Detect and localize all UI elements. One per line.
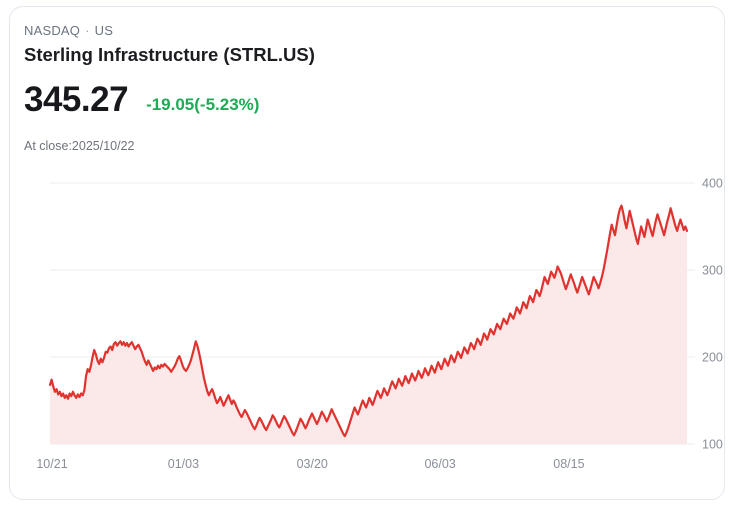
y-axis-tick-label: 300: [702, 264, 723, 278]
market-status: At close:2025/10/22: [24, 139, 135, 153]
chart-y-axis-labels: 400 300 200 100: [702, 177, 723, 452]
exchange-line: NASDAQ · US: [24, 23, 315, 39]
x-axis-tick-label: 03/20: [297, 457, 328, 471]
y-axis-tick-label: 200: [702, 351, 723, 365]
page-title: Sterling Infrastructure (STRL.US): [24, 44, 315, 65]
quote-header: NASDAQ · US Sterling Infrastructure (STRL.…: [24, 23, 315, 66]
price-area-fill: [50, 205, 687, 444]
x-axis-tick-label: 06/03: [424, 457, 455, 471]
x-axis-tick-label: 08/15: [553, 457, 584, 471]
price-row: 345.27 -19.05(-5.23%): [24, 81, 259, 119]
y-axis-tick-label: 400: [702, 177, 723, 191]
chart-x-axis-labels: 10/21 01/03 03/20 06/03 08/15: [36, 457, 584, 471]
price-line: [48, 204, 689, 438]
stock-quote-card: NASDAQ · US Sterling Infrastructure (STRL.…: [9, 6, 725, 500]
x-axis-tick-label: 01/03: [168, 457, 199, 471]
y-axis-tick-label: 100: [702, 438, 723, 452]
x-axis-tick-label: 10/21: [36, 457, 67, 471]
exchange-name: NASDAQ: [24, 23, 81, 38]
exchange-region: US: [94, 23, 114, 38]
price-chart-svg[interactable]: 400 300 200 100 10/21 01/03 03/20 06/03 08/15: [10, 167, 724, 487]
price-chart[interactable]: 400 300 200 100 10/21 01/03 03/20 06/03 08/15: [10, 167, 724, 487]
price-change: -19.05(-5.23%): [146, 95, 260, 114]
separator-dot: ·: [85, 23, 90, 38]
last-price: 345.27: [24, 80, 129, 119]
